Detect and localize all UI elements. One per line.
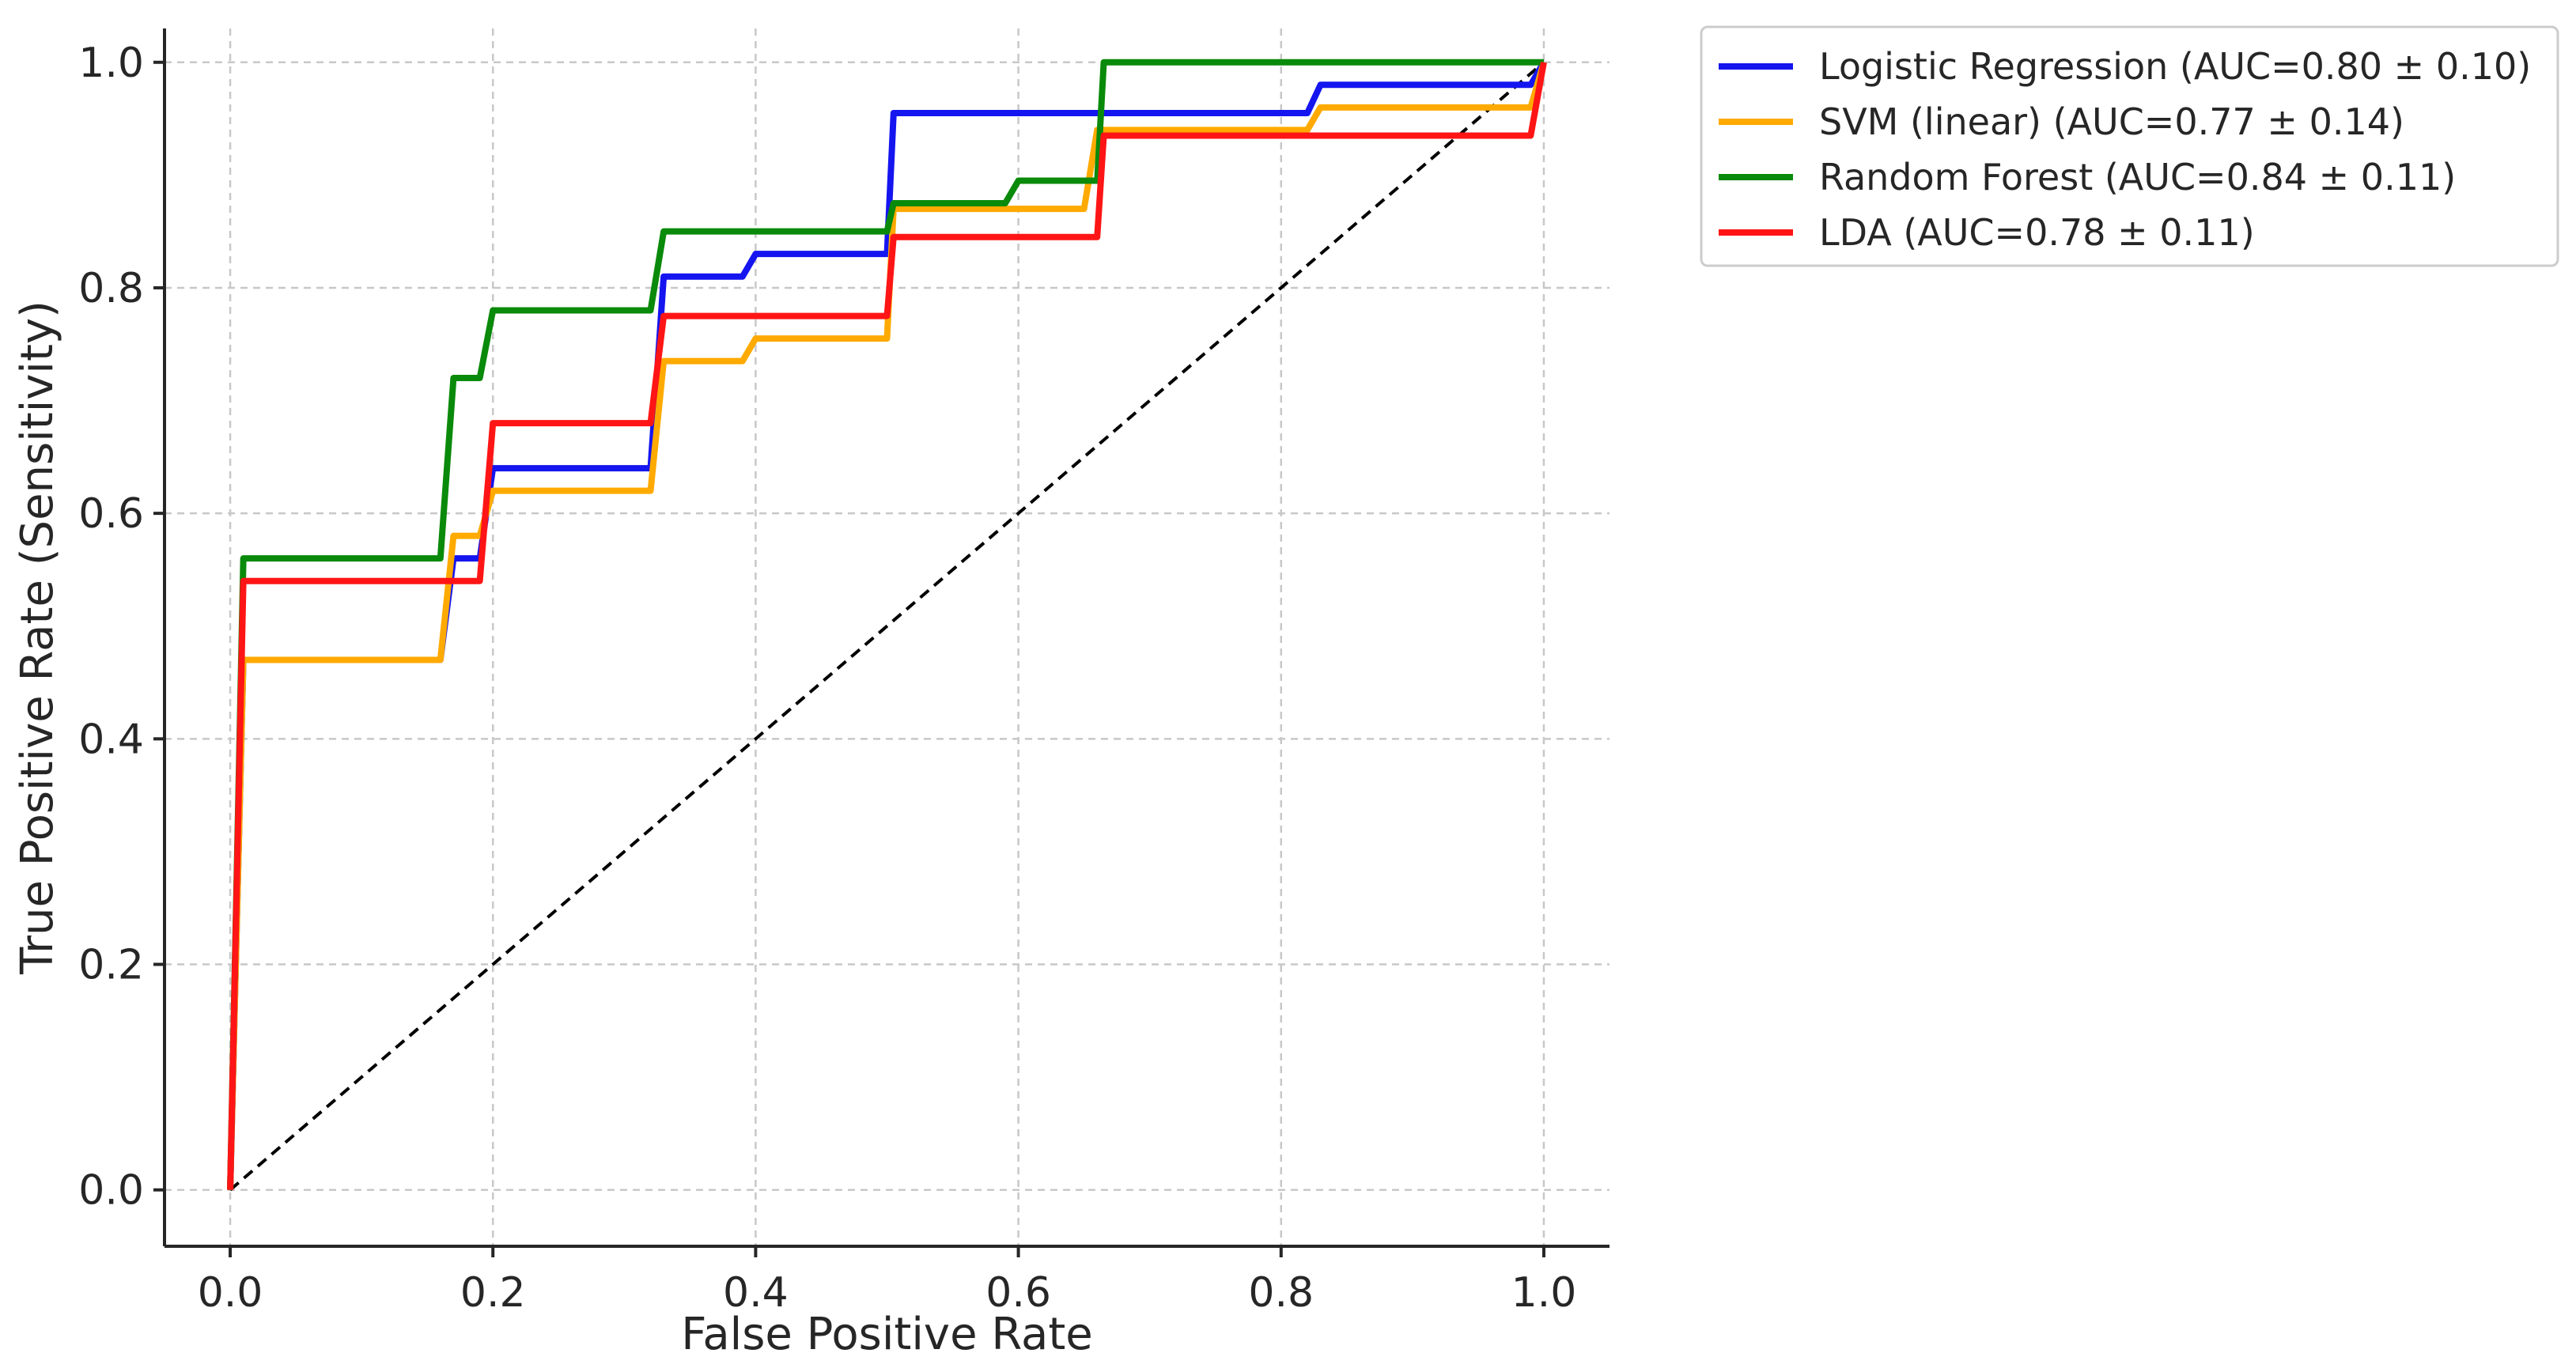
legend-frame <box>1700 25 2559 267</box>
x-tick-label: 0.6 <box>985 1269 1051 1317</box>
x-axis-label: False Positive Rate <box>681 1309 1092 1360</box>
series-line-1 <box>227 61 1547 1190</box>
legend-label-3: LDA (AUC=0.78 ± 0.11) <box>1819 211 2255 254</box>
y-tick-label: 0.2 <box>78 942 144 989</box>
reference-diagonal-line <box>229 61 1545 1192</box>
x-tick-label: 1.0 <box>1511 1269 1577 1317</box>
legend-items: Logistic Regression (AUC=0.80 ± 0.10) SVM… <box>1719 45 2531 254</box>
series-line-3 <box>227 62 1547 1190</box>
x-tick-label: 0.2 <box>460 1269 526 1317</box>
axes <box>163 28 1610 1248</box>
y-tick-label: 0.6 <box>78 490 144 538</box>
y-ticks: 0.0 0.2 0.4 0.6 0.8 1.0 <box>78 40 165 1215</box>
y-tick-label: 1.0 <box>78 40 144 87</box>
x-ticks: 0.0 0.2 0.4 0.6 0.8 1.0 <box>198 1246 1577 1317</box>
x-tick-label: 0.0 <box>198 1269 263 1317</box>
y-tick-label: 0.4 <box>78 716 144 763</box>
x-tick-label: 0.4 <box>723 1269 789 1317</box>
legend-label-0: Logistic Regression (AUC=0.80 ± 0.10) <box>1819 45 2531 88</box>
y-tick-label: 0.8 <box>78 265 144 312</box>
series-group <box>227 59 1547 1190</box>
x-tick-label: 0.8 <box>1248 1269 1314 1317</box>
legend-label-2: Random Forest (AUC=0.84 ± 0.11) <box>1819 156 2456 198</box>
legend: Logistic Regression (AUC=0.80 ± 0.10) SVM… <box>1700 25 2559 267</box>
y-tick-label: 0.0 <box>78 1167 144 1215</box>
reference-line-group <box>229 61 1545 1192</box>
series-line-2 <box>227 59 1544 1190</box>
legend-label-1: SVM (linear) (AUC=0.77 ± 0.14) <box>1819 100 2404 143</box>
y-axis-label: True Positive Rate (Sensitivity) <box>12 300 63 975</box>
